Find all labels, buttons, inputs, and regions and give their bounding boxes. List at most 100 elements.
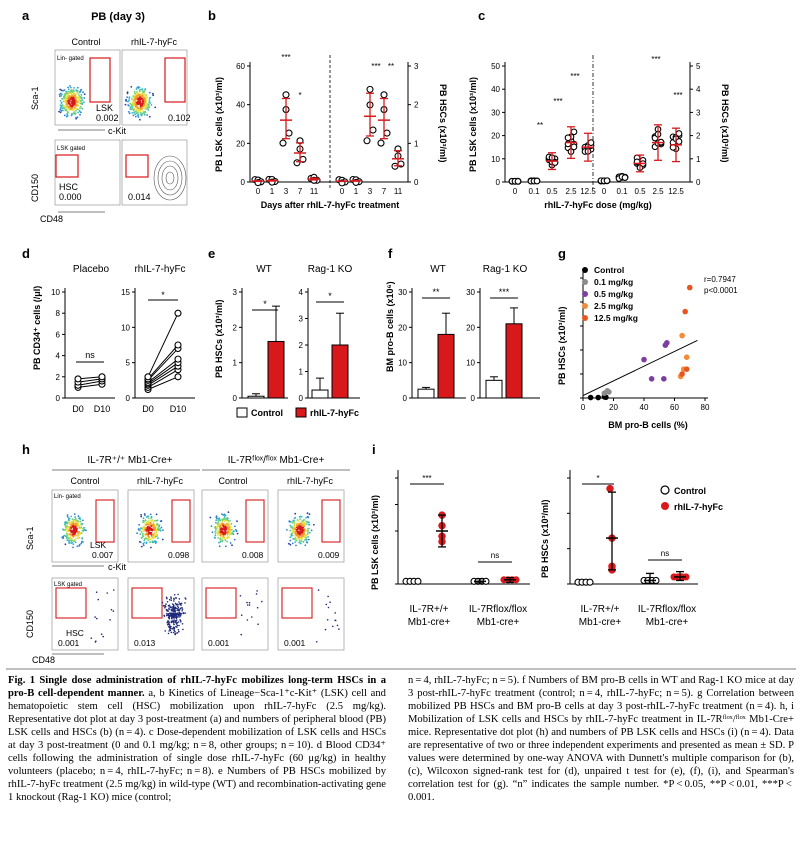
legend-swatch-treated (295, 407, 307, 418)
event-dot (317, 589, 320, 591)
event-dot (71, 539, 73, 541)
event-dot (58, 110, 60, 113)
bar (437, 333, 455, 399)
event-dot (149, 513, 152, 516)
event-dot (179, 619, 182, 622)
panel-e: WT Rag-1 KO PB HSCs (x10³/ml) 012301234 … (214, 264, 360, 418)
lsk-gate (245, 499, 265, 543)
bar (267, 340, 285, 399)
paired-line (147, 362, 179, 385)
event-dot (137, 528, 140, 530)
event-dot (74, 541, 77, 544)
event-dot (180, 613, 183, 615)
event-dot (77, 111, 79, 114)
event-dot (214, 534, 217, 537)
event-dot (60, 89, 63, 92)
event-dot (166, 614, 169, 616)
data-point (570, 143, 578, 151)
event-dot (221, 540, 224, 542)
event-dot (62, 535, 65, 538)
event-dot (125, 100, 128, 102)
legend-label: 0.1 mg/kg (594, 277, 633, 287)
panel-a: PB (day 3) Control rhIL-7-hyFc Lin- gate… (30, 11, 191, 224)
tick-label: 0.5 (634, 187, 646, 196)
event-dot (225, 526, 228, 529)
event-dot (214, 530, 217, 532)
event-dot (145, 516, 148, 518)
event-dot (71, 526, 74, 528)
tick-label: 0 (602, 187, 607, 196)
event-dot (218, 523, 221, 526)
event-dot (81, 529, 84, 532)
gate-label: LSK gated (57, 146, 85, 152)
contour-line (157, 160, 183, 196)
event-dot (71, 101, 74, 104)
event-dot (130, 105, 133, 108)
event-dot (139, 109, 142, 112)
tick-label: 30 (491, 108, 500, 117)
event-dot (66, 514, 69, 516)
event-dot (147, 517, 150, 520)
event-dot (293, 524, 296, 527)
significance-stars: ** (388, 62, 394, 71)
tick-label: 6 (56, 330, 61, 339)
event-dot (140, 105, 143, 107)
event-dot (176, 624, 179, 627)
event-dot (154, 526, 157, 529)
event-dot (146, 533, 149, 535)
event-dot (173, 618, 175, 620)
event-dot (307, 538, 310, 541)
event-dot (75, 521, 77, 524)
event-dot (152, 520, 155, 523)
contour-line (161, 165, 179, 191)
event-dot (222, 533, 225, 536)
data-point (648, 376, 655, 382)
event-dot (73, 513, 76, 515)
event-dot (78, 96, 80, 99)
event-dot (215, 519, 218, 522)
data-point (679, 332, 685, 339)
event-dot (79, 91, 81, 94)
event-dot (142, 544, 145, 547)
event-dot (126, 92, 129, 95)
event-dot (138, 523, 141, 526)
event-dot (76, 101, 79, 103)
group-flox: IL-7Rᶠˡᵒˣ/ᶠˡᵒˣ Mb1-Cre+ (228, 455, 325, 466)
tick-label: 0 (696, 178, 701, 187)
event-dot (65, 528, 68, 530)
event-dot (147, 109, 150, 111)
event-dot (135, 110, 137, 113)
event-dot (78, 105, 80, 107)
event-dot (235, 530, 238, 533)
event-dot (255, 593, 258, 595)
event-dot (155, 531, 158, 534)
event-dot (137, 106, 139, 109)
event-dot (172, 614, 174, 616)
event-dot (170, 614, 173, 616)
event-dot (219, 534, 222, 537)
tick-label: 0 (471, 394, 476, 403)
event-dot (165, 596, 168, 599)
event-dot (67, 111, 69, 114)
event-dot (66, 97, 69, 100)
x-label: rhIL-7-hyFc dose (mg/kg) (544, 200, 652, 210)
event-dot (137, 97, 140, 100)
event-dot (144, 100, 147, 103)
dot-plot-lin (277, 489, 345, 563)
event-dot (70, 523, 72, 526)
event-dot (158, 529, 161, 531)
event-dot (256, 606, 259, 609)
event-dot (178, 601, 180, 603)
event-dot (290, 521, 292, 523)
event-dot (138, 90, 141, 93)
event-dot (147, 103, 150, 106)
legend-control: Control (251, 408, 283, 418)
tick-label: 4 (56, 352, 61, 361)
event-dot (73, 111, 76, 113)
event-dot (81, 537, 83, 539)
event-dot (66, 114, 69, 117)
event-dot (79, 113, 81, 116)
lsk-value: 0.098 (168, 550, 190, 560)
tick-label: 5 (126, 359, 131, 368)
event-dot (177, 606, 180, 609)
